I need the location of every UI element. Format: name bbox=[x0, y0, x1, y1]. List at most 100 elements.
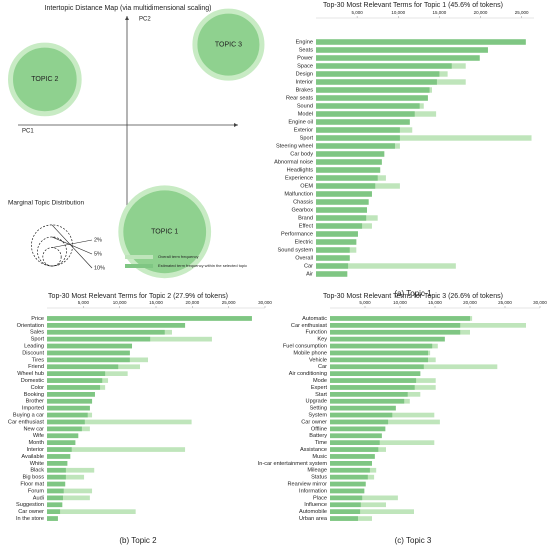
x-tick-label: 25,000 bbox=[498, 300, 512, 305]
term-label: Model bbox=[298, 111, 313, 117]
term-label: Air bbox=[306, 271, 313, 277]
term-label: Car owner bbox=[301, 419, 327, 425]
term-label: Chassis bbox=[293, 199, 313, 205]
term-label: Car enthusiast bbox=[8, 419, 45, 425]
bar bbox=[316, 103, 420, 109]
bar bbox=[330, 509, 361, 514]
bar bbox=[316, 119, 410, 125]
bar bbox=[47, 461, 68, 466]
bar bbox=[316, 95, 428, 101]
caption: (a) Topic 1 bbox=[394, 289, 432, 298]
term-label: In-car entertainment system bbox=[258, 461, 328, 467]
bar bbox=[330, 316, 470, 321]
term-label: Tires bbox=[32, 357, 44, 363]
bar bbox=[316, 135, 400, 141]
bar bbox=[330, 385, 415, 390]
term-label: Air conditioning bbox=[289, 371, 327, 377]
term-label: Month bbox=[28, 440, 44, 446]
bar bbox=[330, 412, 393, 418]
bar bbox=[316, 191, 372, 197]
term-label: Wheel hub bbox=[17, 371, 44, 377]
term-label: Mode bbox=[313, 378, 327, 384]
bar bbox=[316, 39, 526, 45]
bar bbox=[47, 371, 106, 376]
term-label: Car bbox=[304, 263, 313, 269]
term-label: Audi bbox=[33, 495, 44, 501]
bar bbox=[330, 461, 372, 466]
term-label: Car body bbox=[290, 151, 313, 157]
term-label: Space bbox=[297, 63, 313, 69]
term-label: Buying a car bbox=[13, 413, 44, 419]
topic-label: TOPIC 2 bbox=[31, 76, 58, 83]
bar bbox=[47, 364, 119, 370]
term-label: Time bbox=[315, 440, 327, 446]
term-label: Influence bbox=[304, 502, 327, 508]
bar bbox=[330, 488, 365, 494]
term-label: Car owner bbox=[18, 509, 44, 515]
topic-bubble bbox=[118, 185, 212, 279]
x-tick-label: 5,000 bbox=[359, 300, 371, 305]
pc2-arrow bbox=[125, 16, 129, 20]
bar bbox=[316, 199, 369, 205]
x-tick-label: 5,000 bbox=[78, 300, 90, 305]
term-label: Brakes bbox=[296, 87, 314, 93]
bar bbox=[330, 509, 414, 514]
bar bbox=[330, 426, 386, 432]
term-label: Booking bbox=[24, 392, 44, 398]
term-label: Friend bbox=[28, 364, 44, 370]
x-tick-label: 10,000 bbox=[113, 300, 127, 305]
term-label: Rear seats bbox=[286, 95, 313, 101]
term-label: Experience bbox=[285, 175, 313, 181]
topic-label: TOPIC 3 bbox=[215, 41, 242, 48]
term-label: Place bbox=[313, 495, 327, 501]
bar bbox=[47, 495, 63, 501]
legend-swatch bbox=[125, 255, 153, 259]
bar bbox=[316, 207, 368, 213]
bar bbox=[47, 433, 79, 439]
bar bbox=[316, 127, 400, 133]
bar bbox=[316, 159, 382, 165]
x-tick-label: 30,000 bbox=[258, 300, 272, 305]
bar bbox=[330, 433, 382, 439]
bar bbox=[330, 343, 433, 349]
size-legend-label: 2% bbox=[94, 237, 102, 243]
term-label: Wife bbox=[33, 433, 44, 439]
map-title: Intertopic Distance Map (via multidimens… bbox=[45, 5, 212, 12]
term-label: Orientation bbox=[17, 323, 44, 329]
term-label: Information bbox=[299, 488, 327, 494]
size-legend-circle bbox=[42, 247, 62, 267]
term-label: In the store bbox=[16, 516, 44, 522]
bar bbox=[316, 175, 378, 181]
bar bbox=[330, 495, 363, 501]
term-label: OEM bbox=[300, 183, 313, 189]
term-label: Design bbox=[296, 71, 313, 77]
bar bbox=[330, 447, 379, 452]
bar bbox=[316, 167, 381, 173]
term-label: Overall bbox=[295, 255, 313, 261]
bar bbox=[47, 419, 85, 425]
term-label: Mileage bbox=[307, 468, 327, 474]
x-tick-label: 20,000 bbox=[474, 10, 488, 15]
bar bbox=[330, 405, 396, 411]
chart-title: Top-30 Most Relevant Terms for Topic 3 (… bbox=[323, 293, 503, 300]
term-label: Setting bbox=[310, 406, 327, 412]
term-label: Sport bbox=[31, 337, 45, 343]
bar bbox=[47, 509, 136, 514]
legend-swatch bbox=[125, 264, 153, 268]
caption: (b) Topic 2 bbox=[119, 536, 157, 545]
term-label: Music bbox=[312, 454, 327, 460]
term-label: Power bbox=[297, 55, 313, 61]
legend-label: Estimated term frequency within the sele… bbox=[158, 263, 247, 268]
term-label: Key bbox=[317, 337, 327, 343]
bar bbox=[330, 392, 408, 397]
x-tick-label: 15,000 bbox=[433, 10, 447, 15]
term-label: Car enthusiast bbox=[291, 323, 328, 329]
bar bbox=[316, 215, 367, 221]
size-legend-label: 5% bbox=[94, 251, 102, 257]
bar bbox=[47, 426, 82, 432]
bar bbox=[316, 263, 349, 269]
bar bbox=[316, 255, 350, 261]
term-label: Battery bbox=[309, 433, 327, 439]
term-label: Automatic bbox=[302, 316, 327, 322]
term-label: Domestic bbox=[21, 378, 45, 384]
